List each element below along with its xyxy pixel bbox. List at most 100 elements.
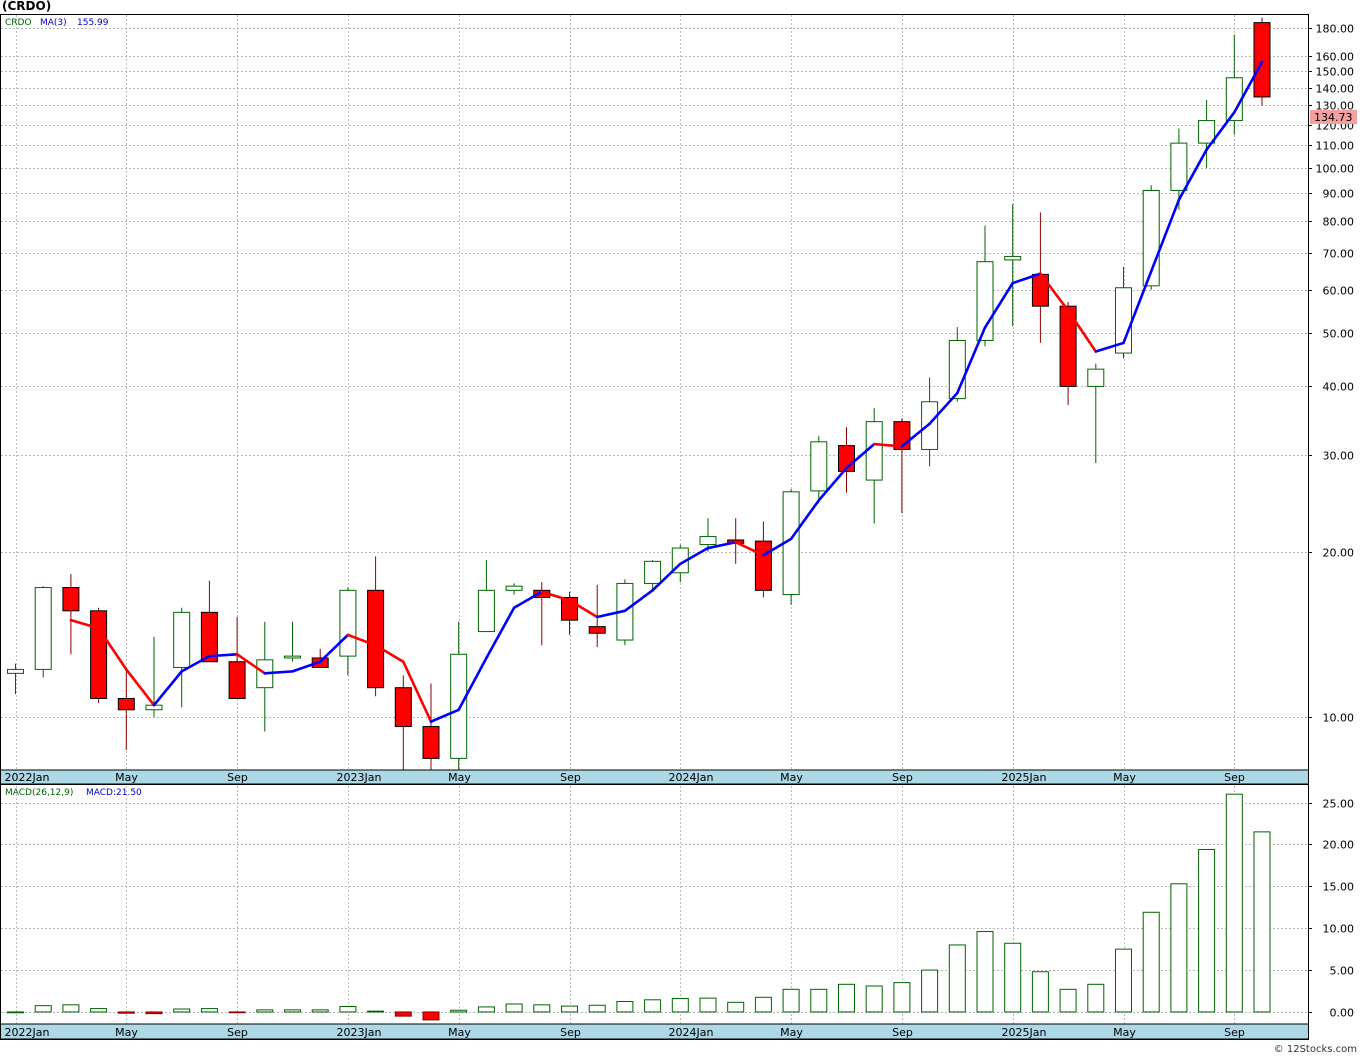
candle-body bbox=[1059, 305, 1077, 387]
macd-y-tick-label: 0.00 bbox=[1330, 1007, 1355, 1020]
candle bbox=[810, 435, 828, 504]
macd-bar bbox=[893, 982, 911, 1013]
macd-bar bbox=[588, 1004, 606, 1013]
ma-segment bbox=[1233, 60, 1264, 114]
candle bbox=[7, 663, 24, 695]
candle bbox=[1170, 128, 1188, 210]
macd-bar bbox=[422, 1011, 440, 1021]
ma-segment bbox=[1066, 309, 1098, 353]
candle bbox=[117, 667, 135, 751]
price-panel-frame bbox=[0, 14, 1309, 785]
ma-segment bbox=[346, 633, 377, 647]
price-x-tick-label: May bbox=[1113, 771, 1136, 784]
candle bbox=[865, 408, 883, 524]
candle bbox=[699, 518, 717, 552]
price-legend-symbol: CRDO bbox=[5, 18, 32, 28]
macd-y-tick-label: 10.00 bbox=[1323, 923, 1355, 936]
candle-body bbox=[200, 611, 218, 663]
macd-bar bbox=[1004, 942, 1022, 1013]
candle-body bbox=[1253, 22, 1271, 98]
macd-x-tick-label: Sep bbox=[560, 1026, 581, 1039]
candle bbox=[1115, 267, 1132, 359]
candle-body bbox=[1198, 120, 1216, 144]
macd-bar bbox=[450, 1009, 468, 1013]
price-y-tick-label: 140.00 bbox=[1316, 83, 1355, 96]
candle bbox=[644, 560, 662, 591]
macd-bar bbox=[1087, 983, 1105, 1013]
macd-x-tick-label: Sep bbox=[892, 1026, 913, 1039]
macd-x-tick-label: May bbox=[115, 1026, 138, 1039]
macd-bar bbox=[616, 1000, 634, 1013]
candle-body bbox=[367, 589, 385, 689]
macd-bar bbox=[339, 1006, 357, 1013]
ma-segment bbox=[928, 391, 959, 426]
macd-y-tick-label: 20.00 bbox=[1323, 839, 1355, 852]
price-y-tick-label: 20.00 bbox=[1323, 547, 1355, 560]
price-legend-ma-value: 155.99 bbox=[77, 18, 109, 28]
candle-body bbox=[422, 726, 440, 759]
candle-body bbox=[1004, 255, 1022, 261]
price-y-tick-label: 60.00 bbox=[1323, 285, 1355, 298]
macd-bar bbox=[117, 1011, 135, 1014]
candle-body bbox=[62, 587, 80, 612]
candle bbox=[1004, 203, 1022, 327]
ma-segment bbox=[69, 618, 100, 630]
candle bbox=[62, 574, 80, 655]
ma-segment bbox=[706, 540, 738, 550]
price-x-tick-label: Sep bbox=[1224, 771, 1245, 784]
price-y-tick-label: 150.00 bbox=[1316, 66, 1355, 79]
ma-segment bbox=[291, 660, 322, 673]
price-y-tick-label: 10.00 bbox=[1323, 712, 1355, 725]
ma-segment bbox=[318, 633, 350, 664]
candle bbox=[782, 489, 800, 605]
ma-segment bbox=[263, 670, 294, 675]
ma-segment bbox=[1039, 272, 1070, 312]
candle bbox=[200, 580, 218, 663]
price-x-tick-label: May bbox=[780, 771, 803, 784]
ma-segment bbox=[180, 654, 211, 673]
ma-segment bbox=[374, 643, 405, 664]
ma-segment bbox=[401, 660, 433, 723]
ma-segment bbox=[1094, 341, 1125, 353]
price-y-tick-label: 110.00 bbox=[1316, 140, 1355, 153]
candle-body bbox=[644, 560, 662, 584]
macd-bar bbox=[561, 1005, 578, 1013]
price-y-tick-label: 90.00 bbox=[1323, 188, 1355, 201]
ma-segment bbox=[485, 606, 516, 660]
candle-body bbox=[284, 655, 301, 659]
ma-segment bbox=[97, 626, 128, 671]
ma-segment bbox=[1122, 270, 1153, 345]
candle bbox=[505, 583, 523, 595]
candle-body bbox=[810, 441, 828, 492]
price-x-tick-label: 2025Jan bbox=[1002, 771, 1047, 784]
ma-segment bbox=[152, 670, 183, 707]
ma-segment bbox=[235, 652, 267, 675]
ma-segment bbox=[762, 537, 793, 557]
price-x-tick-label: Sep bbox=[227, 771, 248, 784]
ma-segment bbox=[1177, 148, 1208, 202]
macd-bar bbox=[838, 983, 855, 1013]
ma-segment bbox=[429, 708, 461, 723]
macd-bar bbox=[699, 997, 717, 1013]
ma-segment bbox=[734, 540, 765, 557]
macd-bar bbox=[145, 1011, 163, 1015]
macd-bar bbox=[228, 1011, 246, 1014]
macd-bar bbox=[754, 996, 772, 1013]
ma-segment bbox=[1205, 111, 1236, 151]
ma-segment bbox=[595, 609, 627, 619]
ma-segment bbox=[540, 590, 571, 602]
price-x-tick-label: May bbox=[448, 771, 471, 784]
candle-body bbox=[34, 587, 52, 670]
candle-body bbox=[7, 668, 24, 674]
ma-segment bbox=[623, 589, 654, 613]
macd-bar bbox=[782, 988, 800, 1013]
price-x-tick-label: Sep bbox=[560, 771, 581, 784]
candle-body bbox=[228, 661, 246, 699]
price-ma-line bbox=[69, 60, 1264, 723]
candle bbox=[1087, 363, 1105, 464]
ma-segment bbox=[955, 326, 987, 395]
price-y-tick-label: 130.00 bbox=[1316, 100, 1355, 113]
candle bbox=[90, 607, 108, 703]
price-x-tick-label: Sep bbox=[892, 771, 913, 784]
macd-bar bbox=[1115, 948, 1132, 1013]
